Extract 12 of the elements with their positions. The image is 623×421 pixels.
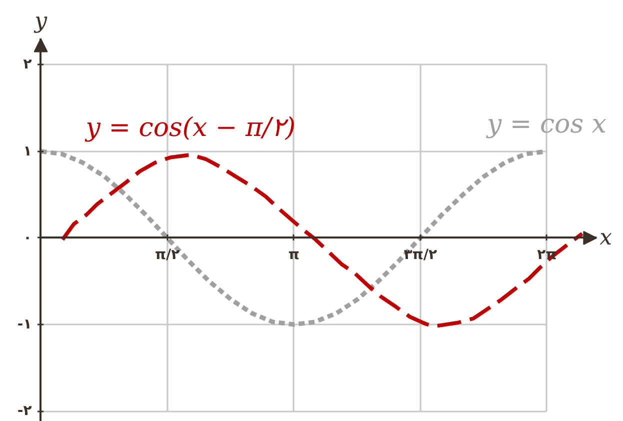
x-axis-title: x (600, 225, 613, 250)
y-tick-label: ۲ (23, 56, 32, 73)
y-tick-label: -۱ (17, 316, 32, 333)
y-axis-title: y (34, 8, 48, 34)
x-tick-label: ۳π/۲ (404, 246, 438, 263)
series-label: y = cos x (486, 109, 607, 140)
y-tick-label: ۱ (23, 143, 32, 160)
y-tick-label: ۰ (23, 230, 32, 246)
series-label: y = cos(x − π/۲) (84, 112, 296, 143)
y-tick-label: -۲ (17, 403, 32, 420)
x-tick-label: π (288, 246, 300, 263)
x-tick-label: π/۲ (154, 246, 180, 263)
